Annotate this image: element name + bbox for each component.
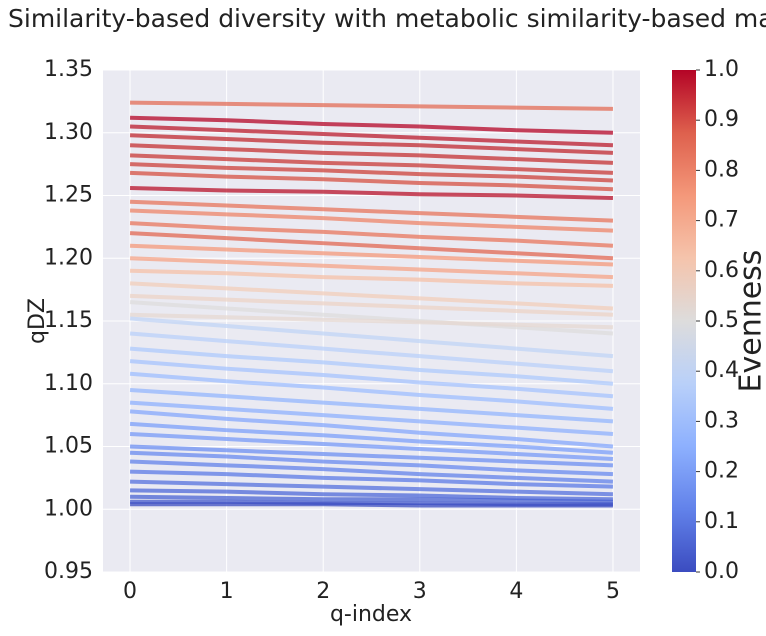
colorbar-tick-label: 1.0 (704, 57, 739, 82)
y-tick-label: 0.95 (44, 559, 93, 584)
x-tick-label: 2 (316, 579, 330, 604)
colorbar-tick-label: 0.4 (704, 358, 739, 383)
colorbar-tick-label: 0.2 (704, 459, 739, 484)
colorbar-tick-label: 0.8 (704, 157, 739, 182)
y-tick-label: 1.05 (44, 434, 93, 459)
x-tick-label: 1 (220, 579, 234, 604)
x-tick-label: 5 (606, 579, 620, 604)
series-line (130, 504, 613, 505)
x-tick-label: 4 (509, 579, 523, 604)
y-tick-label: 1.35 (44, 57, 93, 82)
y-tick-label: 1.25 (44, 183, 93, 208)
y-tick-label: 1.10 (44, 371, 93, 396)
colorbar-tick-label: 0.0 (704, 559, 739, 584)
chart-title: Similarity-based diversity with metaboli… (8, 4, 766, 33)
x-tick-label: 3 (413, 579, 427, 604)
y-tick-label: 1.20 (44, 245, 93, 270)
colorbar-tick-label: 0.3 (704, 408, 739, 433)
y-tick-label: 1.00 (44, 496, 93, 521)
colorbar-tick-label: 0.1 (704, 509, 739, 534)
colorbar-tick-label: 0.6 (704, 258, 739, 283)
y-tick-label: 1.30 (44, 120, 93, 145)
x-tick-label: 0 (123, 579, 137, 604)
colorbar-tick-label: 0.9 (704, 107, 739, 132)
colorbar (672, 70, 696, 572)
y-tick-label: 1.15 (44, 308, 93, 333)
x-axis-label: q-index (330, 602, 412, 627)
colorbar-tick-label: 0.7 (704, 208, 739, 233)
colorbar-tick-label: 0.5 (704, 308, 739, 333)
